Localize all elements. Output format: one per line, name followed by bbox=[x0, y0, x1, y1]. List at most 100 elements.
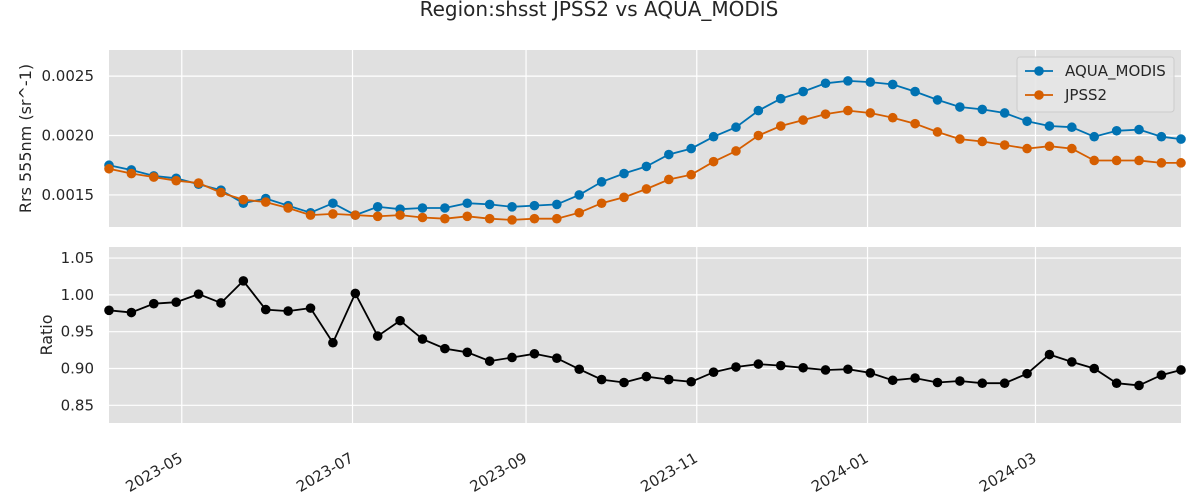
plot-area bbox=[109, 247, 1181, 423]
data-point-ratio bbox=[865, 368, 876, 378]
legend-marker bbox=[1034, 66, 1044, 76]
data-point-jpss2 bbox=[619, 192, 629, 203]
data-point-ratio bbox=[574, 364, 585, 375]
data-point-ratio bbox=[283, 306, 293, 316]
data-point-ratio bbox=[462, 347, 473, 358]
data-point-ratio bbox=[1134, 380, 1144, 391]
data-point-aqua_modis bbox=[910, 86, 920, 97]
data-point-jpss2 bbox=[865, 108, 876, 118]
data-point-jpss2 bbox=[350, 210, 361, 220]
data-point-aqua_modis bbox=[753, 105, 764, 116]
y-tick-label: 0.0015 bbox=[42, 186, 95, 204]
data-point-ratio bbox=[1089, 363, 1100, 374]
data-point-jpss2 bbox=[663, 174, 674, 185]
data-point-jpss2 bbox=[910, 118, 920, 129]
data-point-aqua_modis bbox=[372, 202, 383, 212]
data-point-jpss2 bbox=[1044, 141, 1055, 152]
data-point-aqua_modis bbox=[417, 203, 428, 213]
data-point-jpss2 bbox=[1156, 158, 1167, 168]
data-point-aqua_modis bbox=[999, 108, 1010, 118]
data-point-aqua_modis bbox=[1022, 116, 1032, 127]
data-point-jpss2 bbox=[775, 121, 786, 131]
data-point-jpss2 bbox=[171, 175, 181, 186]
legend: AQUA_MODIS JPSS2 bbox=[1016, 56, 1175, 113]
data-point-ratio bbox=[260, 304, 271, 315]
data-point-jpss2 bbox=[798, 115, 808, 125]
data-point-ratio bbox=[619, 377, 629, 388]
data-point-jpss2 bbox=[1176, 158, 1186, 168]
data-point-ratio bbox=[843, 364, 853, 375]
data-point-jpss2 bbox=[641, 184, 652, 194]
y-tick-label: 1.05 bbox=[61, 249, 94, 267]
data-point-jpss2 bbox=[328, 209, 338, 219]
data-point-aqua_modis bbox=[708, 131, 719, 142]
data-point-jpss2 bbox=[1089, 155, 1100, 166]
data-point-jpss2 bbox=[955, 134, 965, 144]
data-point-aqua_modis bbox=[440, 203, 450, 213]
data-point-ratio bbox=[955, 376, 965, 386]
data-point-ratio bbox=[708, 367, 719, 377]
data-point-jpss2 bbox=[193, 178, 204, 188]
data-point-aqua_modis bbox=[484, 199, 495, 210]
data-point-ratio bbox=[977, 378, 988, 389]
data-point-aqua_modis bbox=[1067, 122, 1077, 133]
data-point-jpss2 bbox=[932, 127, 943, 137]
data-point-aqua_modis bbox=[1111, 125, 1122, 136]
data-point-aqua_modis bbox=[820, 78, 831, 89]
data-point-aqua_modis bbox=[462, 198, 473, 209]
data-point-jpss2 bbox=[283, 203, 293, 213]
data-point-aqua_modis bbox=[619, 168, 629, 179]
y-tick-label: 0.85 bbox=[61, 396, 94, 414]
data-point-aqua_modis bbox=[552, 199, 562, 210]
y-tick-label: 0.0020 bbox=[42, 127, 95, 145]
data-point-aqua_modis bbox=[641, 161, 652, 172]
data-point-jpss2 bbox=[999, 140, 1010, 150]
x-tick-label: 2024-01 bbox=[808, 449, 871, 496]
data-point-aqua_modis bbox=[507, 202, 517, 212]
data-point-aqua_modis bbox=[775, 93, 786, 104]
data-point-ratio bbox=[1111, 378, 1122, 389]
data-point-jpss2 bbox=[977, 136, 988, 147]
data-point-ratio bbox=[1022, 368, 1032, 379]
data-point-ratio bbox=[126, 307, 137, 318]
data-point-jpss2 bbox=[507, 215, 517, 225]
data-point-jpss2 bbox=[238, 194, 249, 205]
x-tick-label: 2023-05 bbox=[122, 449, 185, 496]
data-point-jpss2 bbox=[417, 212, 428, 223]
data-point-ratio bbox=[753, 359, 764, 369]
data-point-ratio bbox=[372, 331, 383, 341]
data-point-jpss2 bbox=[216, 187, 226, 198]
data-point-ratio bbox=[686, 376, 696, 387]
data-point-jpss2 bbox=[731, 146, 741, 156]
y-tick-label: 0.0025 bbox=[42, 67, 95, 85]
x-tick-label: 2023-11 bbox=[637, 449, 700, 496]
data-point-jpss2 bbox=[753, 130, 764, 141]
data-point-aqua_modis bbox=[529, 200, 540, 211]
y-tick-label: 0.90 bbox=[61, 360, 94, 378]
data-point-jpss2 bbox=[887, 112, 898, 123]
data-point-ratio bbox=[171, 297, 181, 308]
data-point-jpss2 bbox=[148, 172, 159, 182]
data-point-aqua_modis bbox=[798, 86, 808, 97]
data-point-ratio bbox=[529, 348, 540, 359]
data-point-jpss2 bbox=[1111, 155, 1122, 166]
data-point-jpss2 bbox=[462, 211, 473, 222]
data-point-jpss2 bbox=[1067, 143, 1077, 154]
data-point-ratio bbox=[417, 334, 428, 344]
x-tick-label: 2023-09 bbox=[467, 449, 530, 496]
data-point-jpss2 bbox=[104, 163, 114, 174]
data-point-ratio bbox=[216, 298, 226, 308]
data-point-jpss2 bbox=[1134, 155, 1144, 166]
data-point-ratio bbox=[440, 343, 450, 354]
data-point-aqua_modis bbox=[731, 122, 741, 133]
data-point-ratio bbox=[484, 356, 495, 366]
data-point-ratio bbox=[395, 315, 405, 326]
data-point-jpss2 bbox=[686, 169, 696, 180]
legend-marker bbox=[1034, 90, 1044, 100]
data-point-ratio bbox=[1156, 370, 1167, 380]
data-point-jpss2 bbox=[820, 109, 831, 119]
data-point-ratio bbox=[193, 289, 204, 299]
data-point-aqua_modis bbox=[328, 198, 338, 209]
legend-box bbox=[1016, 56, 1175, 113]
